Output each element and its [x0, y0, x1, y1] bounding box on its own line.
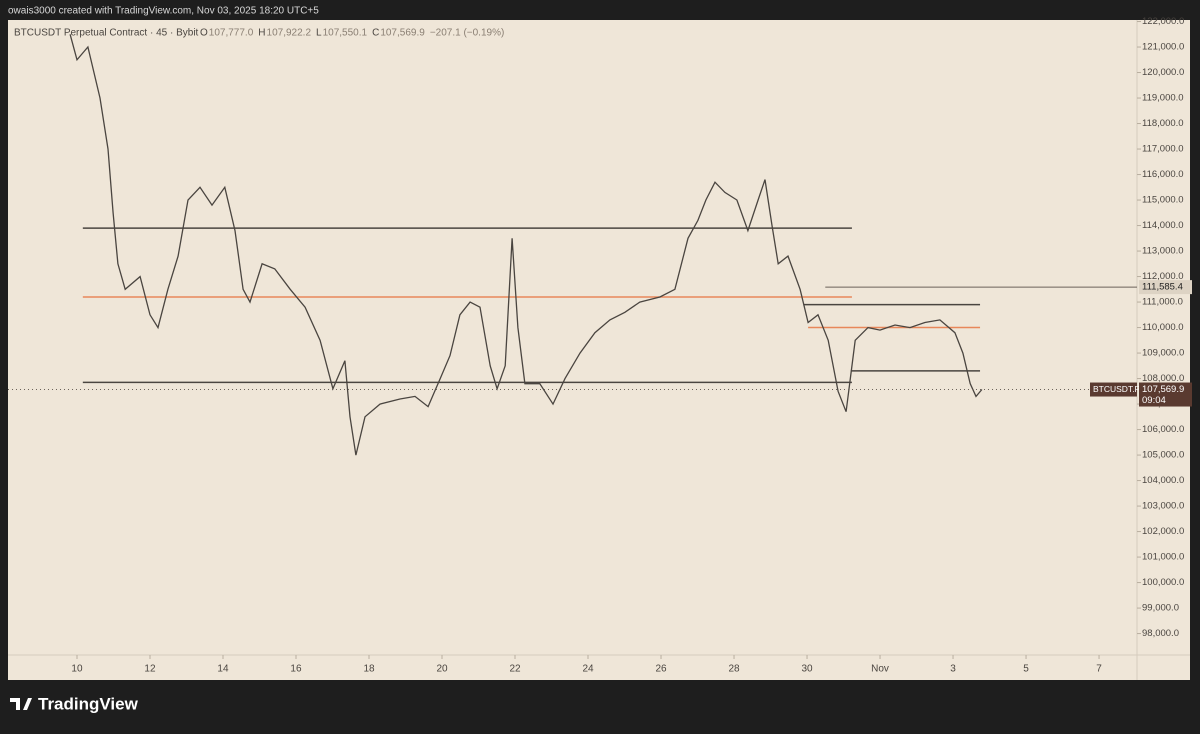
marker-label: 111,585.4 [1142, 282, 1183, 293]
countdown: 09:04 [1142, 395, 1166, 406]
ohlc-value: 107,922.2 [267, 28, 312, 39]
y-tick-label: 122,000.0 [1142, 16, 1184, 27]
ohlc-value: 107,550.1 [323, 28, 368, 39]
ohlc-label: H [258, 28, 265, 39]
x-tick-label: 20 [436, 664, 448, 675]
x-tick-label: 26 [655, 664, 667, 675]
y-tick-label: 104,000.0 [1142, 475, 1184, 486]
y-tick-label: 105,000.0 [1142, 450, 1184, 461]
x-tick-label: 3 [950, 664, 956, 675]
price-line [69, 34, 983, 456]
x-tick-label: Nov [871, 664, 889, 675]
y-tick-label: 102,000.0 [1142, 526, 1184, 537]
ohlc-value: 107,777.0 [209, 28, 254, 39]
price-tag [1139, 382, 1192, 407]
y-tick-label: 106,000.0 [1142, 424, 1184, 435]
y-tick-label: 113,000.0 [1142, 246, 1184, 257]
x-tick-label: 22 [509, 664, 521, 675]
legend: BTCUSDT Perpetual Contract · 45 · Bybit … [14, 28, 504, 39]
ohlc-label: C [372, 28, 379, 39]
x-tick-label: 12 [144, 664, 156, 675]
y-tick-label: 98,000.0 [1142, 628, 1179, 639]
change: −207.1 (−0.19%) [430, 28, 505, 39]
chart-area [8, 20, 1190, 680]
y-tick-label: 99,000.0 [1142, 603, 1179, 614]
y-tick-label: 109,000.0 [1142, 348, 1184, 359]
x-tick-label: 16 [290, 664, 302, 675]
logo: TradingView [10, 694, 139, 713]
x-tick-label: 10 [71, 664, 83, 675]
y-tick-label: 108,000.0 [1142, 373, 1184, 384]
marker-tag [1139, 280, 1192, 295]
logo-icon [10, 698, 32, 710]
y-tick-label: 111,000.0 [1142, 297, 1183, 308]
y-tick-label: 114,000.0 [1142, 220, 1184, 231]
ohlc-label: L [316, 28, 322, 39]
y-tick-label: 100,000.0 [1142, 577, 1184, 588]
y-tick-label: 116,000.0 [1142, 169, 1184, 180]
y-tick-label: 120,000.0 [1142, 67, 1184, 78]
ohlc-label: O [200, 28, 208, 39]
x-tick-label: 5 [1023, 664, 1029, 675]
y-tick-label: 101,000.0 [1142, 552, 1184, 563]
y-tick-label: 119,000.0 [1142, 93, 1184, 104]
symbol-tag [1090, 382, 1137, 397]
x-tick-label: 30 [801, 664, 813, 675]
y-tick-label: 117,000.0 [1142, 144, 1184, 155]
x-tick-label: 7 [1096, 664, 1102, 675]
y-tick-label: 110,000.0 [1142, 322, 1184, 333]
brand: TradingView [38, 694, 139, 713]
y-tick-label: 118,000.0 [1142, 118, 1184, 129]
x-tick-label: 18 [363, 664, 375, 675]
symbol-tag-label: BTCUSDT.P [1093, 384, 1141, 394]
y-tick-label: 115,000.0 [1142, 195, 1184, 206]
x-tick-label: 14 [217, 664, 229, 675]
y-tick-label: 103,000.0 [1142, 501, 1184, 512]
x-tick-label: 24 [582, 664, 594, 675]
x-tick-label: 28 [728, 664, 740, 675]
y-tick-label: 121,000.0 [1142, 42, 1184, 53]
price-tag-label: 107,569.9 [1142, 384, 1184, 395]
y-tick-label: 112,000.0 [1142, 271, 1184, 282]
symbol: BTCUSDT Perpetual Contract · 45 · Bybit [14, 28, 199, 39]
credit: owais3000 created with TradingView.com, … [8, 6, 319, 17]
ohlc-value: 107,569.9 [380, 28, 425, 39]
